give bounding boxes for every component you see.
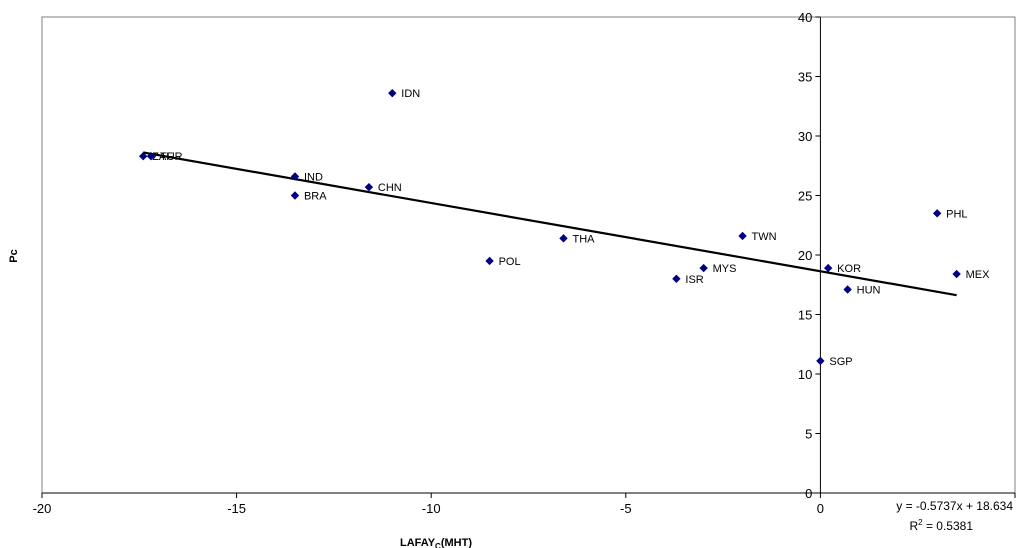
- data-point-label: CHN: [378, 182, 402, 194]
- plot-frame: [41, 16, 1016, 494]
- x-tick-label: -5: [620, 501, 632, 516]
- data-point-marker: [738, 231, 747, 241]
- data-point-marker: [290, 191, 300, 200]
- y-tick-label: 10: [798, 367, 812, 382]
- data-point-label: POL: [499, 256, 521, 268]
- data-point-label: ISR: [685, 274, 703, 286]
- data-point-label: PHL: [946, 208, 967, 220]
- data-point-label: MEX: [966, 269, 991, 281]
- data-point-marker: [699, 263, 708, 273]
- y-axis-title: Pc: [8, 249, 20, 262]
- trendline-equation: y = -0.5737x + 18.634: [896, 499, 1013, 513]
- x-tick-label: -20: [33, 501, 52, 516]
- data-point-marker: [672, 274, 681, 283]
- data-point-marker: [952, 269, 961, 279]
- data-point-marker: [485, 256, 494, 266]
- r-squared-superscript: 2: [918, 518, 923, 527]
- x-tick-label: -15: [227, 501, 246, 516]
- data-point-label: ZAF: [152, 151, 173, 163]
- y-tick-label: 0: [805, 486, 812, 501]
- data-point-marker: [843, 285, 852, 294]
- y-tick-labels: 0 5 10 15 20 25 30 35 40: [798, 10, 812, 501]
- y-tick-label: 5: [805, 427, 812, 442]
- data-point-marker: [823, 263, 833, 273]
- trendline-group: [143, 151, 957, 297]
- y-tick-label: 20: [798, 248, 812, 263]
- x-tick-label: 0: [817, 501, 824, 516]
- r-squared-prefix: R: [909, 519, 918, 533]
- data-point-label: TWN: [752, 231, 777, 243]
- data-point-label: KOR: [837, 263, 861, 275]
- data-point-label: THA: [573, 233, 596, 245]
- data-point-marker: [146, 152, 156, 161]
- r-squared-value: = 0.5381: [923, 519, 974, 533]
- data-point-label: HUN: [857, 285, 881, 297]
- data-point-marker: [932, 209, 942, 218]
- data-point-marker: [138, 152, 148, 161]
- data-point-label: BRA: [304, 191, 327, 203]
- y-tick-label: 30: [798, 129, 812, 144]
- x-tick-labels: -20 -15 -10 -5 0: [33, 501, 824, 516]
- data-point-marker: [816, 356, 825, 366]
- data-point-marker: [559, 234, 568, 243]
- data-point-marker: [290, 172, 300, 181]
- y-tick-label: 35: [798, 70, 812, 85]
- y-tick-label: 40: [798, 10, 812, 25]
- x-axis-title-sub: C: [435, 542, 441, 548]
- data-point-label: IND: [304, 171, 323, 183]
- data-point-marker: [364, 182, 374, 192]
- data-point-marker: [388, 88, 397, 98]
- data-point-label: SGP: [829, 356, 852, 368]
- x-tick-label: -10: [422, 501, 441, 516]
- data-point-label: TUR: [160, 151, 183, 163]
- trendline: [143, 151, 957, 297]
- axes: [41, 16, 1016, 498]
- y-tick-label: 15: [798, 308, 812, 323]
- x-axis-title-main: LAFAY: [400, 537, 436, 548]
- data-point-label: MYS: [713, 263, 737, 275]
- plot-area-border: [41, 16, 1016, 494]
- r-squared-label: R2 = 0.5381: [909, 518, 973, 533]
- x-axis-title-suffix: (MHT): [441, 537, 472, 548]
- x-axis-title: LAFAYC(MHT): [400, 537, 472, 548]
- y-tick-label: 25: [798, 189, 812, 204]
- data-point-label: IDN: [401, 88, 420, 100]
